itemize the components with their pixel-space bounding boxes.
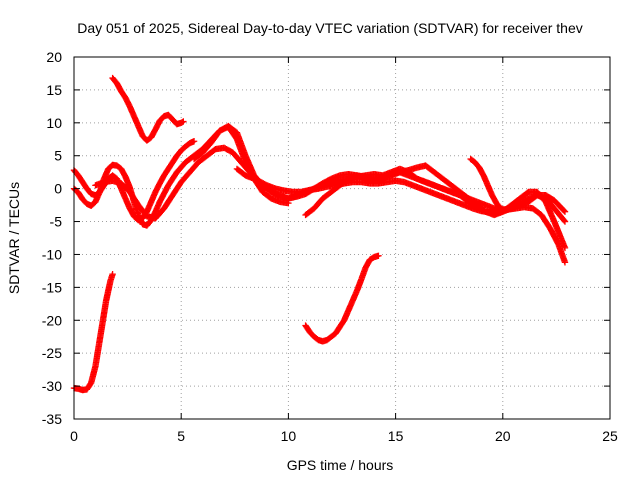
y-tick-label: 0	[54, 181, 62, 197]
data-point	[561, 208, 569, 215]
y-tick-label: -15	[42, 279, 62, 295]
data-point	[179, 118, 186, 126]
x-tick-label: 5	[177, 428, 185, 444]
data-series	[467, 155, 509, 214]
data-series	[70, 271, 116, 394]
x-tick-label: 0	[70, 428, 78, 444]
data-point	[180, 118, 187, 125]
data-series	[302, 252, 382, 345]
y-axis-label: SDTVAR / TECUs	[6, 182, 22, 294]
data-point	[109, 271, 116, 278]
data-point	[561, 244, 569, 252]
x-tick-label: 10	[281, 428, 297, 444]
y-tick-label: 20	[46, 49, 62, 65]
x-axis-label: GPS time / hours	[287, 457, 394, 473]
plot-frame	[73, 56, 611, 420]
y-tick-label: -30	[42, 378, 62, 394]
data-point	[560, 207, 568, 214]
y-tick-label: -35	[42, 411, 62, 427]
chart-title: Day 051 of 2025, Sidereal Day-to-day VTE…	[77, 20, 583, 36]
y-tick-label: -25	[42, 345, 62, 361]
data-point	[501, 207, 509, 214]
y-tick-label: -5	[50, 214, 63, 230]
data-point	[561, 259, 569, 266]
data-series	[109, 74, 187, 144]
data-series	[70, 123, 292, 229]
y-tick-label: -20	[42, 312, 62, 328]
x-tick-label: 20	[495, 428, 511, 444]
grid	[74, 57, 610, 419]
y-tick-label: 5	[54, 148, 62, 164]
y-tick-label: 10	[46, 115, 62, 131]
data-series	[302, 168, 569, 219]
y-tick-label: 15	[46, 82, 62, 98]
data-point	[190, 138, 198, 145]
x-tick-label: 15	[388, 428, 404, 444]
data-point	[375, 252, 382, 259]
x-tick-label: 25	[602, 428, 618, 444]
y-tick-label: -10	[42, 246, 62, 262]
data-point	[561, 218, 569, 225]
data-point	[560, 217, 568, 224]
axis-ticks: 0 5 10 15 20 25 -35 -30 -25 -20 -15 -10 -5 0 5 10 15 20	[42, 49, 618, 444]
data-points	[70, 74, 569, 394]
